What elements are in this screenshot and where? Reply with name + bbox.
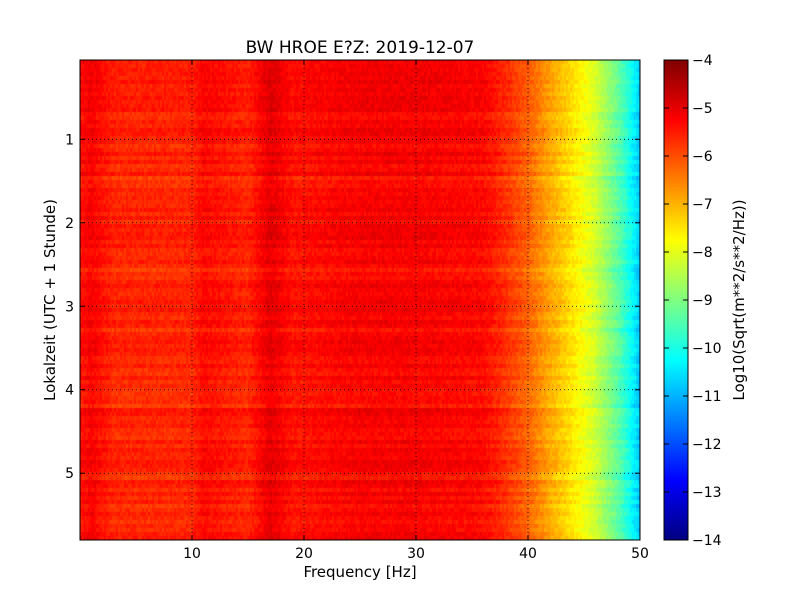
colorbar-tick-label: −13 [692,485,722,501]
x-axis-label: Frequency [Hz] [303,563,416,581]
y-tick-label: 3 [65,299,74,315]
colorbar-tick-label: −14 [692,533,722,549]
colorbar-tick-label: −5 [692,101,713,117]
spectrogram-raster [80,60,640,540]
y-tick-label: 1 [65,132,74,148]
colorbar-tick-label: −6 [692,149,713,165]
x-tick-label: 20 [295,546,313,562]
x-tick-label: 40 [519,546,537,562]
plot-frame [79,59,641,541]
y-tick-label: 5 [65,466,74,482]
x-tick-label: 10 [183,546,201,562]
colorbar-tick-label: −12 [692,437,722,453]
colorbar-tick-label: −9 [692,293,713,309]
colorbar-tick-label: −7 [692,197,713,213]
colorbar-tick-label: −10 [692,341,722,357]
colorbar-tick-label: −8 [692,245,713,261]
grid-lines [80,60,640,540]
spectrogram-heatmap [80,60,640,540]
colorbar-tick-label: −11 [692,389,722,405]
y-axis-label: Lokalzeit (UTC + 1 Stunde) [41,199,59,401]
x-axis-ticks: 10 20 30 40 50 [183,60,649,562]
y-tick-label: 4 [65,383,74,399]
y-tick-label: 2 [65,216,74,232]
x-tick-label: 50 [631,546,649,562]
y-axis-ticks: 1 2 3 4 5 [65,132,640,482]
colorbar-label: Log10(Sqrt(m**2/s**2/Hz)) [730,199,748,400]
chart-title: BW HROE E?Z: 2019-12-07 [246,38,475,58]
colorbar-ticks: −4 −5 −6 −7 −8 −9 −10 −11 −12 −13 −14 [664,53,722,549]
colorbar-tick-label: −4 [692,53,713,69]
x-tick-label: 30 [407,546,425,562]
